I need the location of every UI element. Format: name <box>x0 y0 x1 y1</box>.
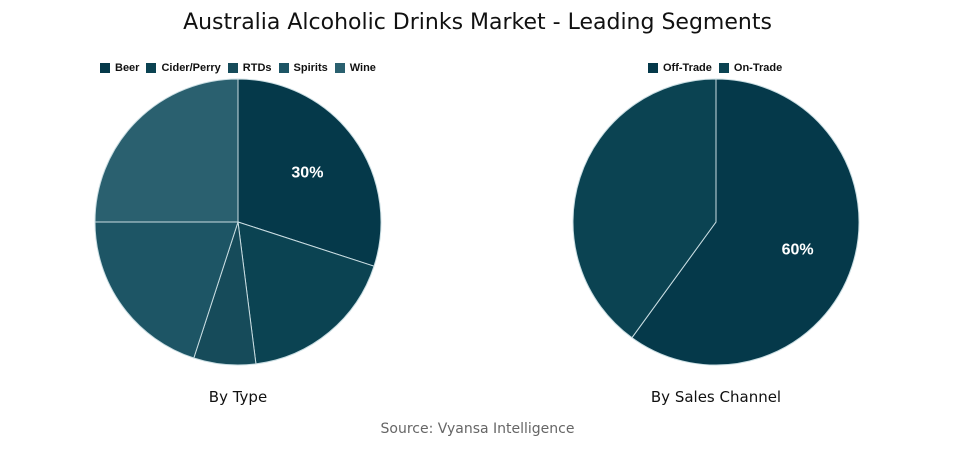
legend-item[interactable]: Cider/Perry <box>146 62 221 74</box>
page-title: Australia Alcoholic Drinks Market - Lead… <box>183 10 772 35</box>
chart-caption-by-type: By Type <box>208 388 268 406</box>
legend-item[interactable]: Wine <box>334 62 376 74</box>
pie-slice[interactable] <box>631 78 860 366</box>
pie-slice[interactable] <box>94 78 239 223</box>
chart-caption-by-sales-channel: By Sales Channel <box>650 388 782 406</box>
legend-item[interactable]: RTDs <box>227 62 272 74</box>
pie-slice[interactable] <box>572 78 717 339</box>
legend-label: RTDs <box>242 62 272 74</box>
legend-label: Off-Trade <box>663 62 712 74</box>
legend-label: On-Trade <box>733 62 783 74</box>
pie-slice[interactable] <box>237 78 382 267</box>
legend-item[interactable]: Off-Trade <box>648 62 712 74</box>
legend-swatch <box>334 63 345 73</box>
legend-swatch <box>146 63 157 73</box>
legend-item[interactable]: Beer <box>100 62 139 74</box>
legend-label: Beer <box>115 62 140 74</box>
legend-swatch <box>100 63 110 73</box>
legend-swatch <box>227 63 238 73</box>
legend-item[interactable]: Spirits <box>278 62 328 74</box>
legend-swatch <box>648 63 658 73</box>
pie-chart-by-sales-channel: 60% <box>572 78 860 366</box>
pie-chart-by-type: 30% <box>94 78 382 366</box>
pie-slice[interactable] <box>237 221 375 365</box>
legend-item[interactable]: On-Trade <box>718 62 783 74</box>
legend-swatch <box>278 63 289 73</box>
source-note: Source: Vyansa Intelligence <box>380 421 575 437</box>
legend-label: Wine <box>349 62 376 74</box>
legend-label: Cider/Perry <box>161 62 221 74</box>
slice-data-label: 60% <box>782 242 814 259</box>
legend-label: Spirits <box>293 62 328 74</box>
legend-by-sales-channel: Off-Trade On-Trade <box>648 62 785 74</box>
legend-by-type: Beer Cider/Perry RTDs Spirits Wine <box>100 62 379 74</box>
legend-swatch <box>718 63 729 73</box>
pie-slice[interactable] <box>94 221 239 359</box>
slice-data-label: 30% <box>291 165 323 182</box>
